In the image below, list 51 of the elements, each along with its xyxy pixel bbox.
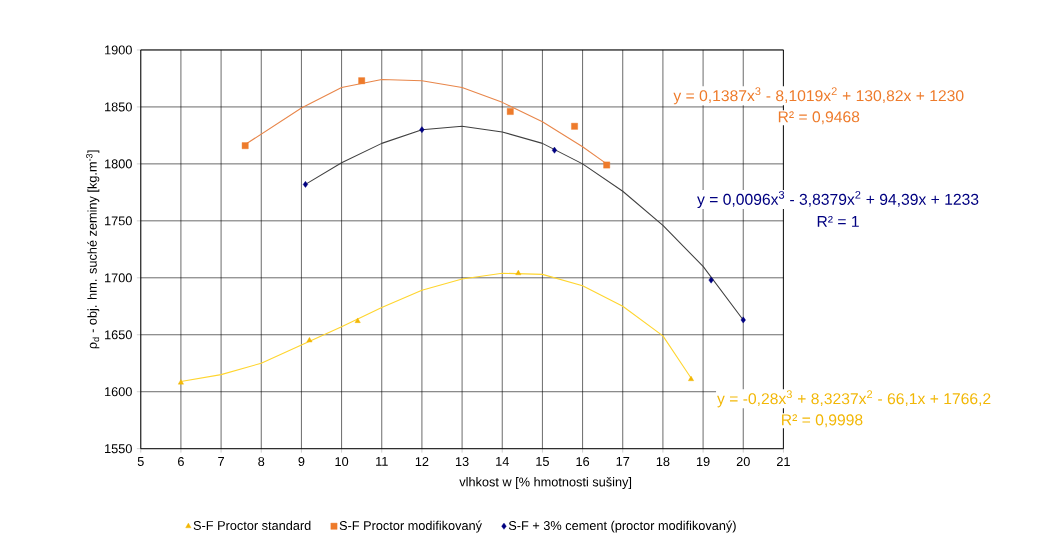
point (571, 122, 578, 130)
annotation: y = 0,1387x$^{3}$ - 8,1019x$^{2}$ + 130,82x + 1230 (673, 87, 964, 105)
x-tick-label: 5 (137, 456, 144, 466)
x-tick-label: 18 (656, 456, 670, 466)
point (740, 316, 746, 324)
y-tick-label: 1750 (105, 216, 132, 226)
annotation: R² = 0,9468 (778, 111, 860, 124)
y-tick-label: 1800 (105, 159, 132, 169)
point (603, 161, 611, 169)
annotation: y = 0,0096x$^{3}$ - 3,8379x$^{2}$ + 94,39x + 1233 (697, 190, 979, 208)
x-tick-label: 16 (576, 456, 590, 466)
x-tick-label: 9 (298, 456, 305, 466)
annotation: R² = 0,9998 (782, 414, 863, 427)
y-axis-title: ρ$_{d}$ - obj. hm. suché zeminy [kg.m$^{-3}$] (86, 150, 100, 349)
point (358, 77, 365, 84)
x-tick-label: 6 (178, 456, 184, 466)
legend-label: S-F Proctor standard (193, 520, 311, 530)
annotation: y = -0,28x$^{3}$ + 8,3237x$^{2}$ - 66,1x + 1766,2 (717, 390, 991, 408)
x-tick-label: 20 (736, 456, 750, 466)
legend-label: S-F Proctor modifikovaný (339, 520, 482, 533)
point (354, 317, 361, 323)
x-tick-label: 17 (616, 456, 630, 466)
x-tick-label: 12 (415, 456, 429, 466)
x-axis-title: vlhkost w [% hmotnosti sušiny] (459, 476, 632, 489)
y-tick-label: 1850 (105, 102, 132, 112)
point (688, 375, 694, 381)
y-tick-label: 1550 (105, 443, 132, 453)
x-tick-label: 10 (335, 456, 349, 466)
y-tick-label: 1600 (105, 386, 132, 396)
point (515, 269, 522, 275)
y-tick-label: 1900 (105, 45, 132, 55)
x-tick-label: 21 (776, 456, 790, 466)
y-tick-label: 1700 (105, 273, 132, 283)
y-tick-label: 1650 (105, 330, 132, 340)
point (302, 180, 308, 188)
legend-label: S-F + 3% cement (proctor modifikovaný) (508, 520, 736, 533)
x-tick-label: 14 (496, 456, 509, 466)
x-tick-label: 19 (696, 456, 710, 466)
point (551, 146, 558, 154)
point (241, 142, 249, 149)
point (419, 126, 425, 133)
x-tick-label: 15 (536, 456, 549, 466)
point (178, 379, 184, 385)
x-tick-label: 8 (258, 456, 265, 466)
text: R² = 1 (817, 215, 859, 227)
point (306, 336, 313, 342)
x-tick-label: 13 (455, 456, 469, 466)
point (506, 107, 514, 115)
point (708, 276, 714, 284)
x-tick-label: 7 (218, 456, 224, 466)
x-tick-label: 11 (376, 456, 388, 466)
